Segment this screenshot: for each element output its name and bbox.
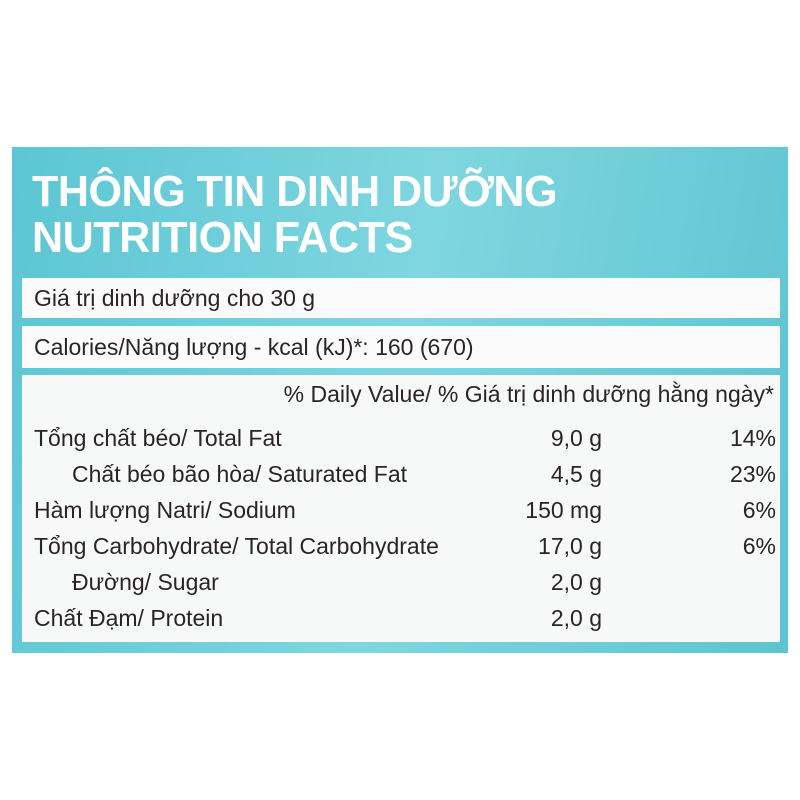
nutrient-amount: 2,0 g: [550, 569, 602, 595]
nutrient-label: Tổng Carbohydrate/ Total Carbohydrate: [34, 533, 439, 559]
nutrient-amount: 150 mg: [525, 497, 602, 523]
nutrient-dv: 14%: [729, 425, 776, 451]
calories: Calories/Năng lượng - kcal (kJ)*: 160 (6…: [22, 326, 780, 368]
nutrient-dv: 6%: [742, 533, 776, 559]
daily-value-header: % Daily Value/ % Giá trị dinh dưỡng hằng…: [283, 381, 774, 407]
serving-size: Giá trị dinh dưỡng cho 30 g: [22, 278, 780, 318]
nutrient-label: Đường/ Sugar: [72, 569, 219, 595]
nutrient-label: Chất Đạm/ Protein: [34, 605, 224, 631]
title-vietnamese: THÔNG TIN DINH DƯỠNG: [32, 167, 558, 216]
nutrition-label: THÔNG TIN DINH DƯỠNG NUTRITION FACTS Giá…: [12, 147, 788, 653]
nutrient-amount: 4,5 g: [550, 461, 602, 487]
nutrient-label: Chất béo bão hòa/ Saturated Fat: [72, 461, 408, 487]
nutrient-label: Tổng chất béo/ Total Fat: [34, 425, 282, 451]
nutrient-amount: 17,0 g: [538, 533, 602, 559]
nutrient-amount: 2,0 g: [550, 605, 602, 631]
nutrient-dv: 23%: [729, 461, 776, 487]
nutrient-dv: 6%: [742, 497, 776, 523]
nutrient-table: % Daily Value/ % Giá trị dinh dưỡng hằng…: [22, 375, 780, 642]
nutrient-amount: 9,0 g: [550, 425, 602, 451]
title-english: NUTRITION FACTS: [32, 213, 413, 262]
nutrient-label: Hàm lượng Natri/ Sodium: [34, 497, 296, 523]
